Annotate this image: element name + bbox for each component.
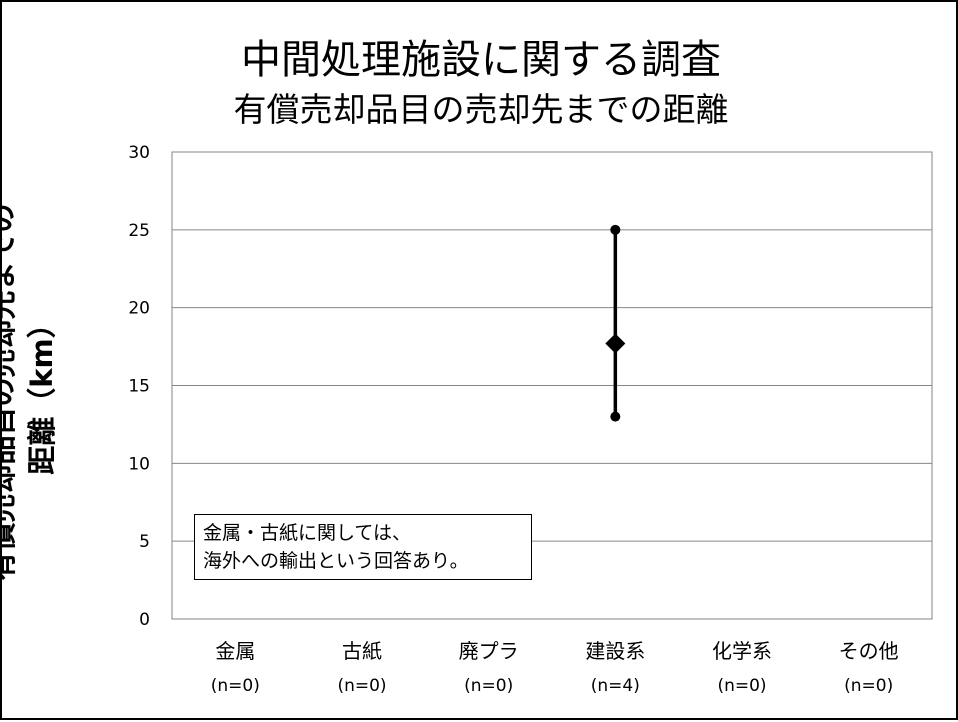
x-category-count: (n=4) (591, 676, 640, 696)
y-tick-label: 20 (128, 299, 150, 319)
y-tick-label: 15 (128, 377, 150, 397)
x-category-count: (n=0) (844, 676, 893, 696)
max-point (610, 225, 620, 235)
x-category-label: 廃プラ (459, 639, 519, 663)
x-category-count: (n=0) (717, 676, 766, 696)
note-box: 金属・古紙に関しては、 海外への輸出という回答あり。 (194, 514, 532, 580)
y-tick-label: 10 (128, 454, 150, 474)
y-tick-label: 25 (128, 221, 150, 241)
y-tick-label: 30 (128, 143, 150, 163)
x-category-count: (n=0) (211, 676, 260, 696)
x-category-label: 古紙 (342, 639, 382, 663)
x-category-count: (n=0) (337, 676, 386, 696)
note-line2: 海外への輸出という回答あり。 (203, 547, 523, 575)
y-tick-label: 5 (139, 532, 150, 552)
x-category-label: 化学系 (712, 639, 772, 663)
x-category-label: 建設系 (585, 639, 645, 663)
x-category-count: (n=0) (464, 676, 513, 696)
mean-marker (605, 333, 625, 353)
note-line1: 金属・古紙に関しては、 (203, 519, 523, 547)
x-category-label: 金属 (215, 639, 255, 663)
y-tick-label: 0 (139, 610, 150, 630)
min-point (610, 412, 620, 422)
x-category-label: その他 (839, 639, 899, 663)
